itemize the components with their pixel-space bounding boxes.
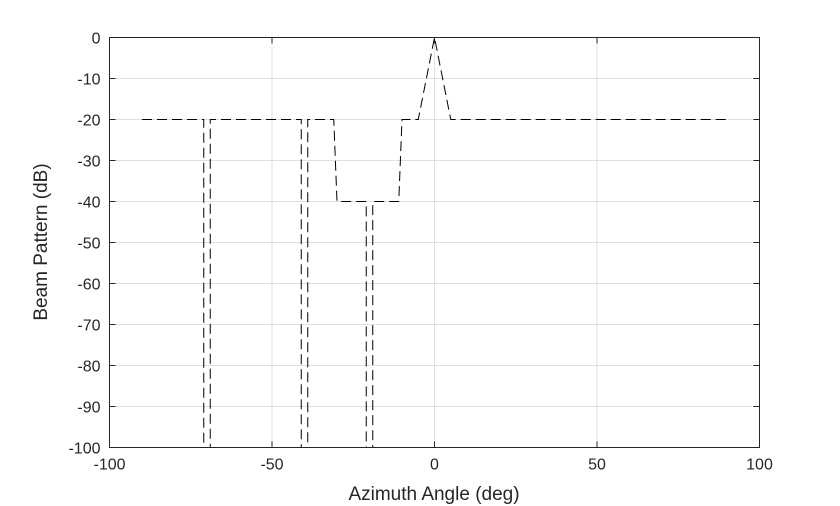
x-tick-label: 100	[746, 457, 773, 474]
y-tick-label: -60	[77, 277, 100, 294]
y-axis-label: Beam Pattern (dB)	[31, 163, 52, 320]
y-tick-label: -50	[77, 236, 100, 253]
tick-labels: -100 -50 0 50 100 0 -10 -20 -30 -40 -50 -60 -70 -80 -9…	[68, 31, 772, 474]
x-tick-label: -50	[260, 457, 283, 474]
x-tick-label: 50	[588, 457, 606, 474]
x-axis-label: Azimuth Angle (deg)	[348, 484, 519, 505]
axes-border	[109, 37, 760, 448]
y-tick-label: -90	[77, 400, 100, 417]
y-tick-label: 0	[92, 31, 101, 48]
y-tick-label: -10	[77, 72, 100, 89]
y-tick-label: -100	[68, 441, 100, 458]
y-tick-label: -80	[77, 359, 100, 376]
y-tick-label: -30	[77, 154, 100, 171]
y-tick-label: -20	[77, 113, 100, 130]
x-tick-label: 0	[430, 457, 439, 474]
y-tick-label: -70	[77, 318, 100, 335]
x-tick-label: -100	[93, 457, 125, 474]
y-tick-label: -40	[77, 195, 100, 212]
